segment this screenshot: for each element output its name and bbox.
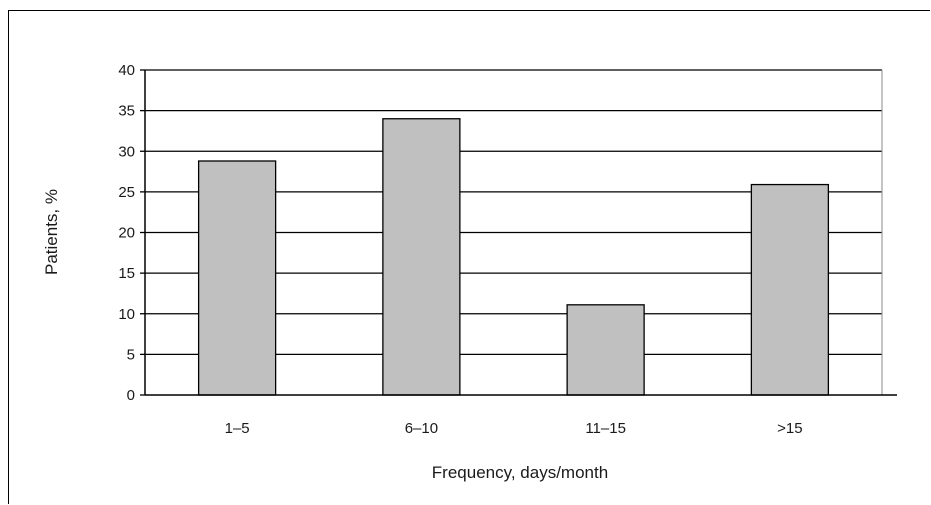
- bars: [197, 118, 830, 396]
- y-tick-label-20: 20: [118, 225, 135, 242]
- y-tick-label-30: 30: [118, 143, 135, 160]
- y-tick-label-35: 35: [118, 103, 135, 120]
- x-ticks: 1–5 6–10 11–15 >15: [225, 420, 803, 437]
- y-ticks: 0 5 10 15 20 25 30 35 40: [118, 62, 145, 404]
- x-tick-label-4: >15: [777, 420, 802, 437]
- y-tick-label-40: 40: [118, 62, 135, 79]
- bar-2: [382, 118, 461, 396]
- y-tick-label-15: 15: [118, 265, 135, 282]
- y-tick-label-10: 10: [118, 306, 135, 323]
- bar-1: [197, 160, 277, 396]
- x-axis-title: Frequency, days/month: [432, 463, 608, 482]
- chart-frame: [8, 10, 930, 504]
- bar-4: [750, 183, 830, 396]
- y-tick-label-25: 25: [118, 184, 135, 201]
- y-tick-label-5: 5: [127, 346, 135, 363]
- bar-3: [566, 304, 645, 396]
- x-tick-label-2: 6–10: [405, 420, 438, 437]
- y-axis-title: Patients, %: [42, 189, 61, 275]
- y-tick-label-0: 0: [127, 387, 135, 404]
- x-tick-label-3: 11–15: [585, 420, 626, 437]
- x-tick-label-1: 1–5: [225, 420, 250, 437]
